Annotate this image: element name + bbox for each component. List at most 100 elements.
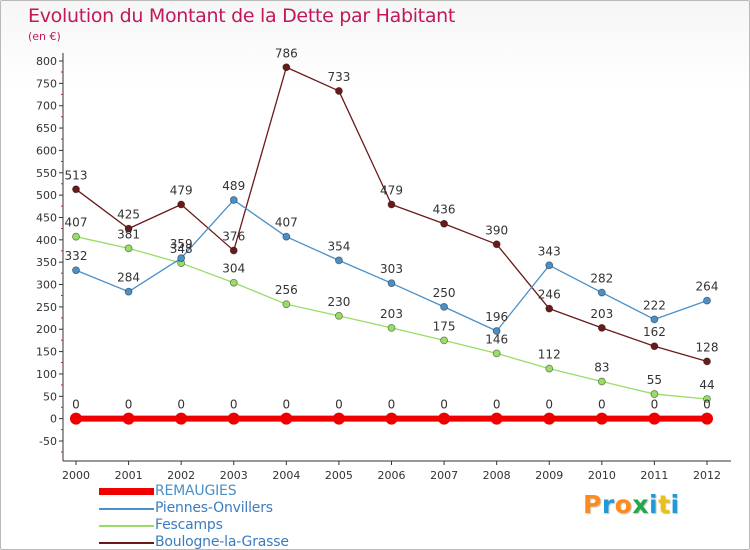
data-point xyxy=(385,412,398,425)
data-label: 0 xyxy=(493,398,501,412)
chart-unit: (en €) xyxy=(28,30,61,43)
data-point xyxy=(545,364,554,373)
proxiti-logo: Proxiti xyxy=(583,490,680,519)
data-label: 55 xyxy=(647,373,662,387)
data-point xyxy=(387,323,396,332)
data-label: 513 xyxy=(65,168,88,182)
data-point xyxy=(335,311,343,320)
data-label: 354 xyxy=(327,239,350,253)
data-label: 230 xyxy=(327,295,350,309)
data-label: 407 xyxy=(275,216,298,230)
x-tick-label: 2004 xyxy=(272,469,300,482)
data-label: 376 xyxy=(222,230,245,244)
data-point xyxy=(492,327,501,335)
data-label: 44 xyxy=(699,378,714,392)
y-tick-label: -50 xyxy=(39,435,57,448)
data-point xyxy=(335,256,343,265)
data-point xyxy=(545,304,554,313)
data-point xyxy=(227,412,240,425)
data-point xyxy=(177,254,186,263)
y-tick-label: 600 xyxy=(36,144,57,157)
data-label: 425 xyxy=(117,208,140,222)
data-point xyxy=(229,278,238,287)
legend-label: REMAUGIES xyxy=(155,483,237,499)
data-point xyxy=(124,244,133,253)
data-label: 0 xyxy=(440,398,448,412)
data-point xyxy=(70,412,82,425)
data-point xyxy=(648,412,661,425)
data-label: 381 xyxy=(117,227,140,241)
legend-label: Boulogne-la-Grasse xyxy=(155,534,289,550)
data-label: 0 xyxy=(545,398,553,412)
data-point xyxy=(597,377,606,386)
data-label: 0 xyxy=(335,398,343,412)
x-tick-label: 2000 xyxy=(62,469,90,482)
x-tick-label: 2002 xyxy=(167,469,195,482)
data-point xyxy=(72,266,80,275)
x-tick-label: 2006 xyxy=(378,469,406,482)
y-tick-label: 650 xyxy=(36,122,57,135)
y-tick-label: 350 xyxy=(36,256,57,269)
x-tick-label: 2003 xyxy=(220,469,248,482)
data-point xyxy=(332,412,345,425)
data-label: 479 xyxy=(380,184,403,198)
y-tick-label: 400 xyxy=(36,234,57,247)
data-point xyxy=(650,342,659,351)
y-tick-label: 250 xyxy=(36,301,57,314)
data-label: 489 xyxy=(222,179,245,193)
y-tick-label: 550 xyxy=(36,167,57,180)
x-tick-label: 2009 xyxy=(535,469,563,482)
data-point xyxy=(387,200,396,209)
data-label: 175 xyxy=(433,319,456,333)
data-point xyxy=(597,288,606,297)
data-point xyxy=(124,224,133,233)
data-point xyxy=(282,300,291,309)
data-label: 264 xyxy=(696,280,719,294)
chart-title: Evolution du Montant de la Dette par Hab… xyxy=(28,5,456,27)
y-tick-label: 750 xyxy=(36,77,57,90)
data-point xyxy=(703,296,711,305)
data-point xyxy=(124,287,133,296)
data-label: 83 xyxy=(594,361,609,375)
data-label: 332 xyxy=(65,249,88,263)
data-point xyxy=(72,185,80,194)
data-label: 112 xyxy=(538,348,561,362)
data-point xyxy=(492,349,501,358)
x-tick-label: 2008 xyxy=(483,469,511,482)
data-point xyxy=(177,200,186,209)
data-label: 733 xyxy=(327,70,350,84)
data-point xyxy=(282,63,291,72)
legend-label: Piennes-Onvillers xyxy=(155,500,273,516)
data-label: 0 xyxy=(72,398,80,412)
y-tick-label: 700 xyxy=(36,100,57,113)
data-point xyxy=(440,219,448,228)
x-tick-label: 2011 xyxy=(640,469,668,482)
data-point xyxy=(703,395,711,403)
data-label: 348 xyxy=(170,242,193,256)
data-label: 146 xyxy=(485,332,508,346)
data-label: 0 xyxy=(125,398,133,412)
data-label: 162 xyxy=(643,325,666,339)
data-label: 282 xyxy=(590,272,613,286)
data-point xyxy=(545,261,554,270)
data-label: 786 xyxy=(275,46,298,60)
y-tick-label: 0 xyxy=(50,413,57,426)
y-tick-label: 50 xyxy=(43,390,57,403)
legend-swatch xyxy=(99,488,154,495)
data-label: 304 xyxy=(222,262,245,276)
data-label: 203 xyxy=(590,307,613,321)
legend-swatch xyxy=(99,508,154,510)
legend-label: Fescamps xyxy=(155,517,223,533)
y-tick-label: 300 xyxy=(36,279,57,292)
x-tick-label: 2001 xyxy=(115,469,143,482)
data-point xyxy=(282,232,291,241)
y-tick-label: 500 xyxy=(36,189,57,202)
y-tick-label: 150 xyxy=(36,346,57,359)
data-point xyxy=(701,412,713,425)
data-point xyxy=(387,279,396,288)
data-point xyxy=(122,412,135,425)
data-label: 0 xyxy=(598,398,606,412)
data-label: 256 xyxy=(275,283,298,297)
data-point xyxy=(440,336,448,345)
